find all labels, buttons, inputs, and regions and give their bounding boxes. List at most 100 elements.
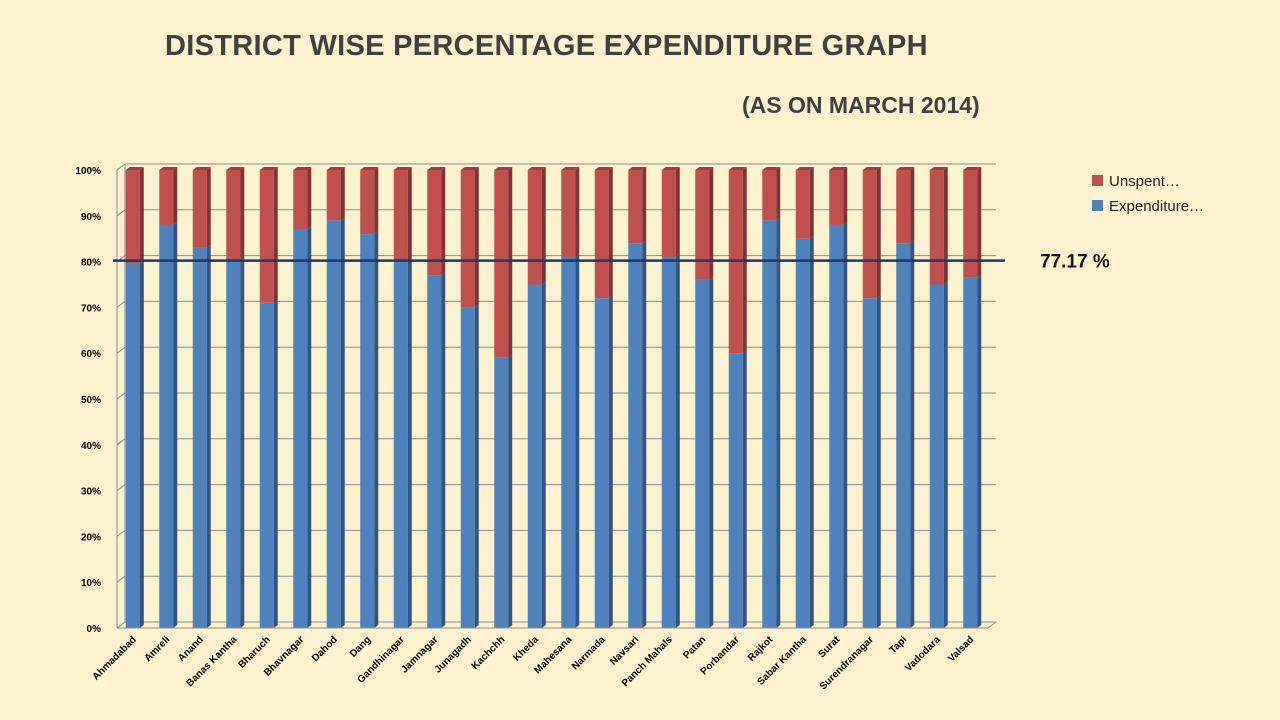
legend-label: Expenditure… [1109,198,1204,215]
x-tick-label: Valsad [946,634,976,664]
bar-front [896,170,911,244]
bar-top [762,167,781,170]
bar-top [494,167,513,170]
legend: Unspent… Expenditure… [1092,173,1204,215]
y-tick-label: 10% [81,578,101,589]
bar-segment-expenditure [259,299,278,628]
bar-front [561,257,576,628]
y-tick-label: 80% [81,258,101,269]
bar-front [762,170,777,221]
bar-side [843,167,848,225]
bar-side [575,254,580,628]
bar-front [393,261,408,628]
y-tick-label: 20% [81,532,101,543]
reference-line-label: 77.17 % [1040,252,1110,273]
bar-side [977,167,982,278]
bar-front [963,170,978,278]
gridline-side [116,621,126,629]
bar-segment-unspent [963,167,982,278]
bar-segment-expenditure [293,226,312,629]
bar-segment-expenditure [125,260,144,628]
bar-side [809,235,814,628]
bar-segment-unspent [393,167,412,262]
bar-front [259,302,274,628]
bar-segment-unspent [527,167,546,285]
x-tick-label: Surat [817,634,843,660]
bar-side [575,167,580,258]
bar-side [307,167,312,230]
y-tick-label: 30% [81,487,101,498]
bar-front [862,298,877,628]
bar-front [427,170,442,276]
x-tick-label: Navsari [608,634,641,667]
bar-side [709,276,714,628]
bar-top [628,167,647,170]
bar-side [340,217,345,628]
bar-segment-expenditure [393,258,412,628]
bar-side [608,295,613,628]
y-tick-label: 100% [75,166,101,177]
y-tick-label: 90% [81,212,101,223]
bar-segment-unspent [661,167,680,258]
bar-segment-unspent [494,167,513,358]
bar-side [910,167,915,244]
bar-top [695,167,714,170]
bar-segment-unspent [762,167,781,221]
bar-segment-unspent [929,167,948,285]
gridline-side [116,530,126,537]
legend-label: Unspent… [1109,173,1180,190]
x-tick-label: Vadodara [903,634,943,674]
bar-segment-expenditure [695,276,714,628]
gridline-side [116,438,126,446]
bar-side [742,350,747,628]
y-tick-label: 70% [81,303,101,314]
x-tick-label: Dang [348,634,373,659]
bar-side [273,167,278,303]
legend-swatch [1092,200,1103,211]
bar-segment-expenditure [561,254,580,628]
bar-segment-expenditure [762,217,781,628]
bar-side [843,221,848,628]
bar-front [896,243,911,628]
y-tick-label: 40% [81,441,101,452]
bar-side [675,167,680,258]
bar-side [943,167,948,285]
bar-front [795,238,810,628]
bar-side [809,167,814,239]
bar-side [407,258,412,628]
legend-swatch [1092,175,1103,186]
bar-segment-unspent [192,167,211,248]
bar-front [594,170,609,299]
bar-front [829,170,844,225]
gridline-side [116,484,126,492]
bar-front [795,170,810,239]
bar-top [728,167,747,170]
bar-side [474,167,479,308]
bar-front [628,170,643,244]
bar-front [192,170,207,248]
bar-front [862,170,877,299]
gridline-side [116,575,126,583]
bar-side [441,167,446,276]
bar-segment-unspent [427,167,446,276]
bar-segment-expenditure [360,231,379,628]
bar-front [829,224,844,628]
x-tick-label: Amreli [143,634,173,664]
bar-top [393,167,412,170]
bar-segment-expenditure [226,258,245,628]
bar-front [125,170,140,264]
bar-front [460,307,475,628]
bar-segment-expenditure [326,217,345,628]
bar-segment-unspent [795,167,814,239]
bar-top [226,167,245,170]
bar-side [675,254,680,628]
bar-front [494,170,509,358]
bar-front [259,170,274,303]
chart-subtitle: (AS ON MARCH 2014) [742,92,980,118]
bar-segment-unspent [561,167,580,258]
bar-front [561,170,576,258]
bar-top [192,167,211,170]
bar-side [642,167,647,244]
bar-front [728,353,743,628]
bar-segment-unspent [360,167,379,235]
